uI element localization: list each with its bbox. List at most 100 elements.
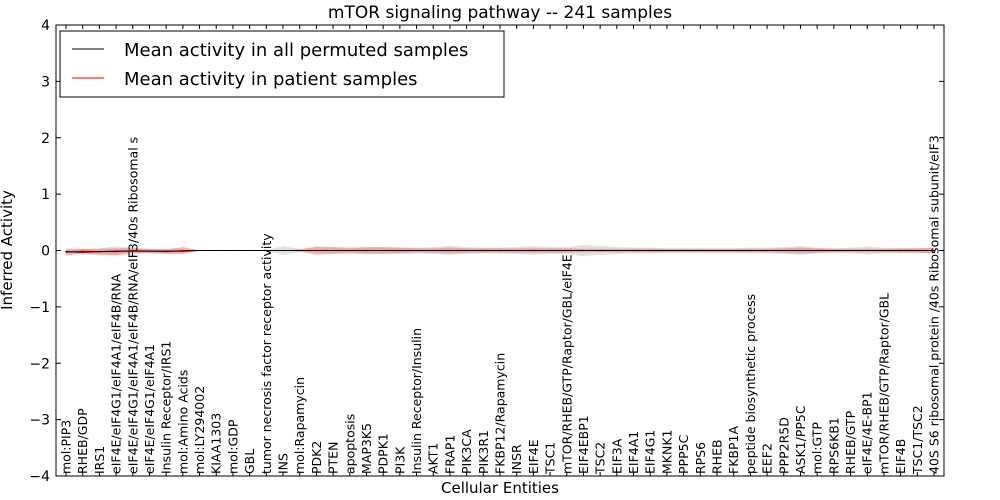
- x-tick-label-38: RPS6: [693, 442, 708, 474]
- x-tick-label-37: PPP5C: [676, 434, 691, 474]
- x-tick-label-14: mol:Rapamycin: [292, 377, 307, 474]
- point-series-0-47: [849, 249, 852, 252]
- point-series-0-1: [82, 251, 84, 253]
- x-tick-label-24: PIK3CA: [459, 429, 474, 474]
- x-tick-label-10: mol:GDP: [225, 419, 240, 474]
- x-tick-label-41: peptide biosynthetic process: [743, 294, 758, 474]
- point-series-0-14: [299, 249, 301, 252]
- x-tick-label-33: EIF3A: [609, 438, 624, 474]
- point-series-0-11: [249, 249, 251, 252]
- point-series-0-3: [115, 250, 117, 252]
- x-tick-label-43: PPP2R5D: [776, 417, 791, 474]
- x-tick-label-1: RHEB/GDP: [75, 408, 90, 474]
- point-series-0-20: [399, 249, 401, 252]
- y-tick-label-2: 2: [41, 131, 50, 147]
- x-tick-label-30: mTOR/RHEB/GTP/Raptor/GBL/eIF4E: [559, 254, 574, 474]
- point-series-0-37: [683, 249, 685, 252]
- x-tick-label-40: FKBP1A: [726, 426, 741, 474]
- x-tick-label-2: IRS1: [92, 446, 107, 474]
- x-tick-label-49: mTOR/RHEB/GTP/Raptor/GBL: [876, 293, 891, 474]
- point-series-0-30: [566, 249, 568, 252]
- x-tick-label-13: INS: [276, 453, 291, 474]
- y-tick-label-7: −3: [29, 413, 50, 429]
- point-series-0-40: [733, 249, 735, 252]
- point-series-0-33: [616, 249, 618, 252]
- x-tick-label-11: GBL: [242, 449, 257, 474]
- x-tick-label-31: EIF4EBP1: [576, 415, 591, 474]
- x-tick-label-42: EEF2: [760, 443, 775, 474]
- x-tick-label-35: EIF4G1: [643, 430, 658, 474]
- point-series-1-1: [82, 250, 84, 252]
- x-tick-label-0: mol:PIP3: [59, 420, 74, 474]
- point-series-0-39: [716, 249, 718, 252]
- point-series-0-34: [632, 249, 635, 252]
- x-tick-label-29: TSC1: [543, 442, 558, 475]
- point-series-0-12: [265, 249, 267, 252]
- y-tick-label-8: −4: [29, 469, 50, 485]
- x-tick-label-8: mol:LY294002: [192, 386, 207, 474]
- point-series-0-36: [666, 249, 668, 252]
- point-series-0-49: [883, 249, 885, 252]
- point-series-0-6: [165, 250, 167, 252]
- x-tick-label-47: RHEB/GTP: [843, 410, 858, 474]
- x-tick-label-18: MAP3K5: [359, 423, 374, 474]
- point-series-0-26: [499, 249, 501, 252]
- point-series-0-24: [466, 249, 468, 252]
- point-series-0-4: [132, 250, 134, 252]
- point-series-0-44: [799, 249, 802, 252]
- x-tick-label-6: Insulin Receptor/IRS1: [159, 341, 174, 474]
- point-series-0-23: [449, 249, 451, 252]
- y-tick-label-1: 3: [41, 74, 50, 90]
- x-tick-label-39: RHEB: [710, 439, 725, 474]
- x-tick-label-21: Insulin Receptor/Insulin: [409, 328, 424, 474]
- point-series-0-8: [198, 249, 201, 252]
- point-series-0-51: [916, 249, 918, 252]
- legend-box: [59, 30, 505, 98]
- legend-label-permuted: Mean activity in all permuted samples: [124, 40, 468, 61]
- point-series-0-27: [516, 249, 518, 252]
- chart-title: mTOR signaling pathway -- 241 samples: [328, 3, 672, 23]
- x-tick-label-3: eIF4E/eIF4G1/eIF4A1/eIF4B/RNA: [109, 273, 124, 474]
- x-tick-label-45: mol:GTP: [810, 422, 825, 474]
- x-tick-label-52: 40S S6 ribosomal protein /40s Ribosomal …: [927, 135, 942, 474]
- x-tick-label-48: eIF4E/4E-BP1: [860, 391, 875, 474]
- x-tick-label-4: eIF4E/eIF4G1/eIF4A1/eIF4B/RNA/eIF3/40s R…: [125, 137, 140, 474]
- x-tick-label-20: PI3K: [392, 446, 407, 474]
- y-tick-label-5: −1: [29, 300, 50, 316]
- legend: Mean activity in all permuted samples Me…: [59, 30, 505, 98]
- x-tick-label-36: MKNK1: [659, 430, 674, 474]
- x-tick-label-51: TSC1/TSC2: [910, 405, 925, 475]
- x-tick-label-5: eIF4E/eIF4G1/eIF4A1: [142, 344, 157, 474]
- y-axis-label: Inferred Activity: [0, 190, 16, 310]
- x-tick-label-28: EIF4E: [526, 439, 541, 474]
- x-tick-label-9: KIAA1303: [209, 413, 224, 474]
- point-series-0-48: [866, 249, 868, 252]
- x-axis: mol:PIP3 RHEB/GDP IRS1 eIF4E/eIF4G1/eIF4A1/…: [59, 25, 942, 476]
- point-series-0-29: [549, 249, 551, 252]
- x-tick-label-15: PDK2: [309, 441, 324, 474]
- point-series-0-9: [215, 249, 217, 252]
- point-series-0-19: [382, 249, 384, 252]
- y-axis: 4 3 2 1 0 −1 −2 −3 −4: [29, 18, 944, 485]
- point-series-0-0: [65, 251, 67, 253]
- point-series-0-32: [599, 249, 601, 252]
- point-series-0-41: [749, 249, 751, 252]
- point-series-0-28: [532, 249, 534, 252]
- x-tick-label-26: FKBP12/Rapamycin: [493, 353, 508, 474]
- point-series-0-42: [766, 249, 768, 252]
- y-tick-label-3: 1: [41, 187, 50, 203]
- x-tick-label-19: PDPK1: [376, 433, 391, 474]
- point-series-0-7: [182, 250, 184, 252]
- point-series-0-2: [98, 251, 100, 253]
- point-series-0-52: [933, 249, 935, 252]
- x-tick-label-12: tumor necrosis factor receptor activity: [259, 233, 274, 474]
- x-tick-label-23: FRAP1: [442, 435, 457, 474]
- point-series-0-43: [783, 249, 785, 252]
- point-series-0-35: [649, 249, 651, 252]
- point-series-0-45: [816, 249, 818, 252]
- point-series-0-38: [699, 249, 701, 252]
- x-tick-label-27: INSR: [509, 444, 524, 474]
- legend-label-patient: Mean activity in patient samples: [124, 69, 418, 90]
- point-series-0-13: [282, 249, 284, 252]
